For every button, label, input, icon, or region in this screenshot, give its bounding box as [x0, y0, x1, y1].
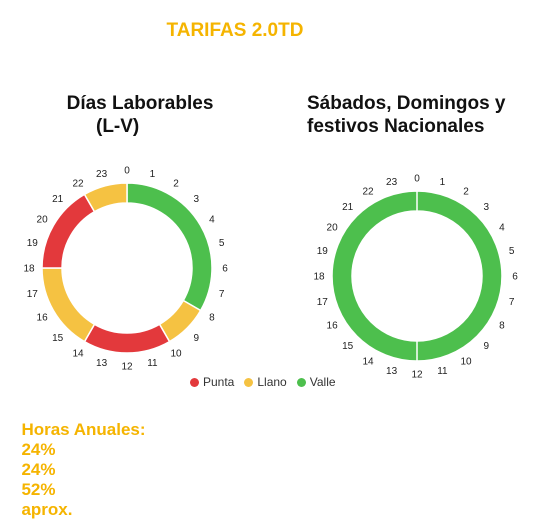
segment-punta-10-14	[83, 323, 171, 354]
hour-label-5: 5	[509, 246, 515, 257]
segment-punta-18-22	[41, 193, 96, 269]
hour-label-11: 11	[147, 358, 158, 369]
hour-label-16: 16	[37, 313, 49, 324]
weekend-title-line-2: festivos Nacionales	[307, 116, 485, 137]
legend-label-llano: Llano	[257, 375, 287, 389]
hour-label-5: 5	[219, 238, 225, 249]
weekday-chart-title: Días Laborables (L-V)	[55, 92, 225, 138]
hour-label-17: 17	[317, 297, 329, 308]
annual-hours-summary: Horas Anuales: 24% 24% 52% aprox.	[12, 400, 166, 520]
legend: Punta Llano Valle	[190, 374, 346, 390]
hour-label-9: 9	[194, 333, 200, 344]
annual-approx-suffix: aprox.	[21, 500, 73, 519]
annual-punta-value: 24%	[21, 440, 56, 459]
hour-label-23: 23	[386, 177, 398, 188]
hour-label-20: 20	[37, 215, 49, 226]
hour-label-3: 3	[484, 202, 490, 213]
hour-label-11: 11	[437, 366, 448, 377]
page-title: TARIFAS 2.0TD	[166, 20, 304, 41]
legend-swatch-punta	[190, 377, 199, 387]
hour-label-6: 6	[222, 264, 228, 275]
hour-label-0: 0	[414, 174, 420, 185]
hour-label-21: 21	[342, 202, 354, 213]
hour-label-8: 8	[499, 321, 505, 332]
weekday-title-line-2: (L-V)	[96, 116, 140, 137]
segment-valle-0-24	[331, 190, 503, 362]
hour-label-18: 18	[313, 272, 325, 283]
hour-label-17: 17	[27, 289, 39, 300]
annual-valle-value: 52%	[21, 480, 56, 499]
hour-label-13: 13	[386, 366, 398, 377]
segment-llano-14-18	[41, 267, 96, 343]
hour-label-1: 1	[440, 177, 446, 188]
hour-label-10: 10	[460, 356, 472, 367]
hour-label-4: 4	[209, 215, 215, 226]
weekend-chart-title: Sábados, Domingos y festivos Nacionales	[307, 92, 505, 138]
legend-item-valle: Valle	[296, 375, 336, 389]
legend-label-punta: Punta	[203, 375, 235, 389]
hour-label-0: 0	[124, 166, 130, 177]
hour-label-22: 22	[72, 179, 84, 190]
hour-label-23: 23	[96, 169, 108, 180]
legend-swatch-valle	[296, 377, 306, 387]
hour-label-9: 9	[484, 341, 490, 352]
hour-label-22: 22	[362, 187, 374, 198]
legend-swatch-llano	[244, 377, 254, 387]
hour-label-8: 8	[209, 313, 215, 324]
weekday-title-line-1: Días Laborables	[66, 93, 214, 114]
legend-label-valle: Valle	[309, 375, 336, 389]
hour-label-14: 14	[72, 348, 84, 359]
legend-item-llano: Llano	[244, 375, 287, 389]
hour-label-13: 13	[96, 358, 108, 369]
hour-label-7: 7	[509, 297, 515, 308]
hour-label-3: 3	[194, 194, 200, 205]
hour-label-7: 7	[219, 289, 225, 300]
segment-llano-22-24	[83, 182, 128, 213]
hour-label-2: 2	[463, 187, 469, 198]
segment-valle-0-8	[126, 182, 213, 312]
hour-label-15: 15	[342, 341, 354, 352]
hour-label-1: 1	[150, 169, 156, 180]
hour-label-4: 4	[499, 223, 505, 234]
annual-llano-value: 24%	[21, 460, 56, 479]
hour-label-18: 18	[23, 264, 35, 275]
weekend-title-line-1: Sábados, Domingos y	[307, 93, 506, 114]
hour-label-2: 2	[173, 179, 179, 190]
hour-label-19: 19	[317, 246, 329, 257]
legend-item-punta: Punta	[190, 375, 234, 389]
hour-label-20: 20	[327, 223, 339, 234]
hour-label-12: 12	[411, 370, 423, 381]
hour-label-10: 10	[170, 348, 182, 359]
annual-hours-label: Horas Anuales:	[21, 420, 146, 439]
hour-label-19: 19	[27, 238, 39, 249]
hour-label-16: 16	[327, 321, 339, 332]
hour-label-15: 15	[52, 333, 64, 344]
hour-label-14: 14	[362, 356, 374, 367]
hour-label-12: 12	[121, 362, 133, 373]
hour-label-6: 6	[512, 272, 518, 283]
hour-label-21: 21	[52, 194, 64, 205]
